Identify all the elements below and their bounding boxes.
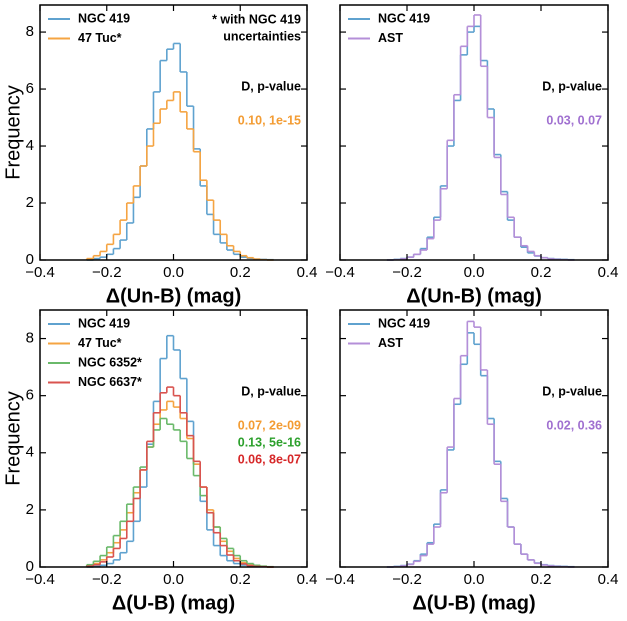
x-tick-label: −0.2 [92,571,122,588]
legend-label: AST [378,31,403,45]
legend-label: NGC 419 [78,316,130,330]
x-tick-label: −0.4 [325,571,355,588]
y-tick-label: 8 [26,23,34,40]
x-tick-label: 0.2 [230,264,251,281]
x-tick-label: −0.4 [325,264,355,281]
x-tick-label: −0.2 [392,264,422,281]
stat-value: 0.13, 5e-16 [238,435,301,449]
x-tick-label: 0.4 [598,571,619,588]
x-tick-label: 0.2 [531,571,552,588]
x-tick-label: 0.2 [230,571,251,588]
x-tick-label: −0.2 [392,571,422,588]
x-tick-label: 0.4 [297,264,318,281]
stat-value: 0.03, 0.07 [546,113,602,127]
y-tick-label: 2 [26,194,34,211]
y-axis-label: Frequency [2,391,24,486]
annotation-note: uncertainties [223,29,301,43]
stat-value: 0.10, 1e-15 [238,113,301,127]
stat-value: 0.07, 2e-09 [238,418,301,432]
x-axis-label: Δ(U-B) (mag) [112,592,235,614]
x-axis-label: Δ(Un-B) (mag) [106,285,241,307]
legend-label: NGC 419 [378,316,430,330]
legend-label: NGC 419 [378,11,430,25]
legend-label: NGC 419 [78,11,130,25]
x-tick-label: 0.4 [297,571,318,588]
x-tick-label: 0.0 [464,264,485,281]
hist-riser [392,14,569,260]
stat-header: D, p-value [542,79,602,93]
x-tick-label: 0.0 [464,571,485,588]
stat-header: D, p-value [241,384,301,398]
y-tick-label: 2 [26,501,34,518]
legend-label: AST [378,336,403,350]
y-tick-label: 6 [26,387,34,404]
y-axis-label: Frequency [2,85,24,180]
hist-riser [392,321,569,567]
legend-label: 47 Tuc* [78,336,122,350]
x-axis-label: Δ(U-B) (mag) [412,592,535,614]
x-tick-label: −0.4 [25,571,55,588]
x-tick-label: −0.4 [25,264,55,281]
x-axis-label: Δ(Un-B) (mag) [406,285,541,307]
stat-header: D, p-value [542,384,602,398]
y-tick-label: 6 [26,80,34,97]
stat-header: D, p-value [241,79,301,93]
legend-label: NGC 6637* [78,375,142,389]
hist-riser [92,43,275,260]
x-tick-label: 0.0 [163,571,184,588]
y-tick-label: 4 [26,444,34,461]
legend-label: NGC 6352* [78,355,142,369]
y-tick-label: 4 [26,137,34,154]
legend-label: 47 Tuc* [78,31,122,45]
x-tick-label: 0.2 [531,264,552,281]
annotation-note: * with NGC 419 [212,12,301,26]
x-tick-label: −0.2 [92,264,122,281]
y-tick-label: 8 [26,330,34,347]
x-tick-label: 0.4 [598,264,619,281]
stat-value: 0.02, 0.36 [546,418,602,432]
x-tick-label: 0.0 [163,264,184,281]
y-tick-label: 0 [26,558,34,575]
y-tick-label: 0 [26,251,34,268]
stat-value: 0.06, 8e-07 [238,452,301,466]
